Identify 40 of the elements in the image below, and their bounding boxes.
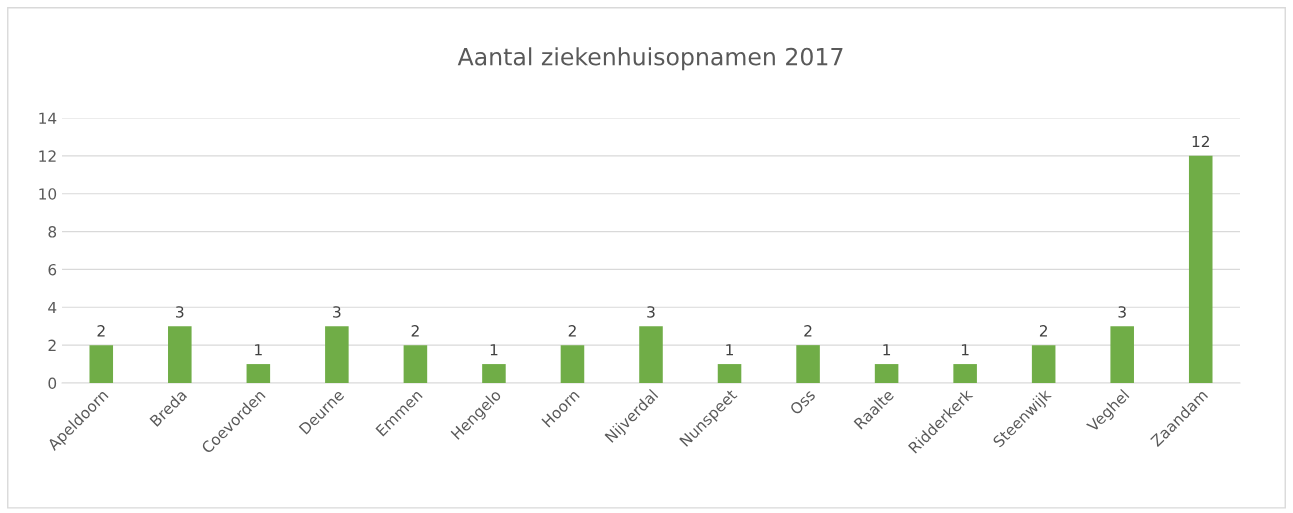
bar <box>560 345 585 383</box>
data-label: 3 <box>176 306 184 318</box>
bar <box>717 364 742 383</box>
data-label: 3 <box>333 306 341 318</box>
bar <box>796 345 820 383</box>
bar <box>1188 155 1213 383</box>
bar <box>1031 345 1056 383</box>
x-tick-label: Oss <box>789 388 816 416</box>
data-label: 1 <box>726 344 733 356</box>
data-label: 1 <box>883 344 891 356</box>
bar <box>403 345 428 383</box>
bar <box>325 326 349 383</box>
bar <box>168 326 192 383</box>
y-tick-label: 10 <box>39 188 57 200</box>
bar <box>1110 326 1134 383</box>
bar <box>874 364 899 383</box>
data-label: 3 <box>1118 306 1126 318</box>
y-tick-label: 12 <box>39 150 56 162</box>
bar <box>953 364 977 383</box>
data-label: 2 <box>97 325 105 337</box>
bar <box>89 345 114 383</box>
bar <box>246 364 271 383</box>
data-label: 3 <box>647 306 655 318</box>
data-label: 12 <box>1192 135 1209 148</box>
bar <box>482 364 506 383</box>
y-tick-label: 0 <box>48 377 57 390</box>
data-label: 1 <box>961 344 969 356</box>
data-label: 2 <box>1039 325 1047 337</box>
data-label: 2 <box>804 325 812 337</box>
y-tick-label: 8 <box>48 226 57 238</box>
data-label: 2 <box>568 325 576 337</box>
data-label: 1 <box>490 344 498 356</box>
y-tick-label: 14 <box>39 112 57 124</box>
y-tick-label: 4 <box>48 301 57 314</box>
chart-title: Aantal ziekenhuisopnamen 2017 <box>457 47 843 71</box>
bar <box>639 326 663 383</box>
y-tick-label: 2 <box>48 339 56 351</box>
data-label: 2 <box>411 325 419 337</box>
data-label: 1 <box>255 344 262 356</box>
y-tick-label: 6 <box>48 263 57 276</box>
